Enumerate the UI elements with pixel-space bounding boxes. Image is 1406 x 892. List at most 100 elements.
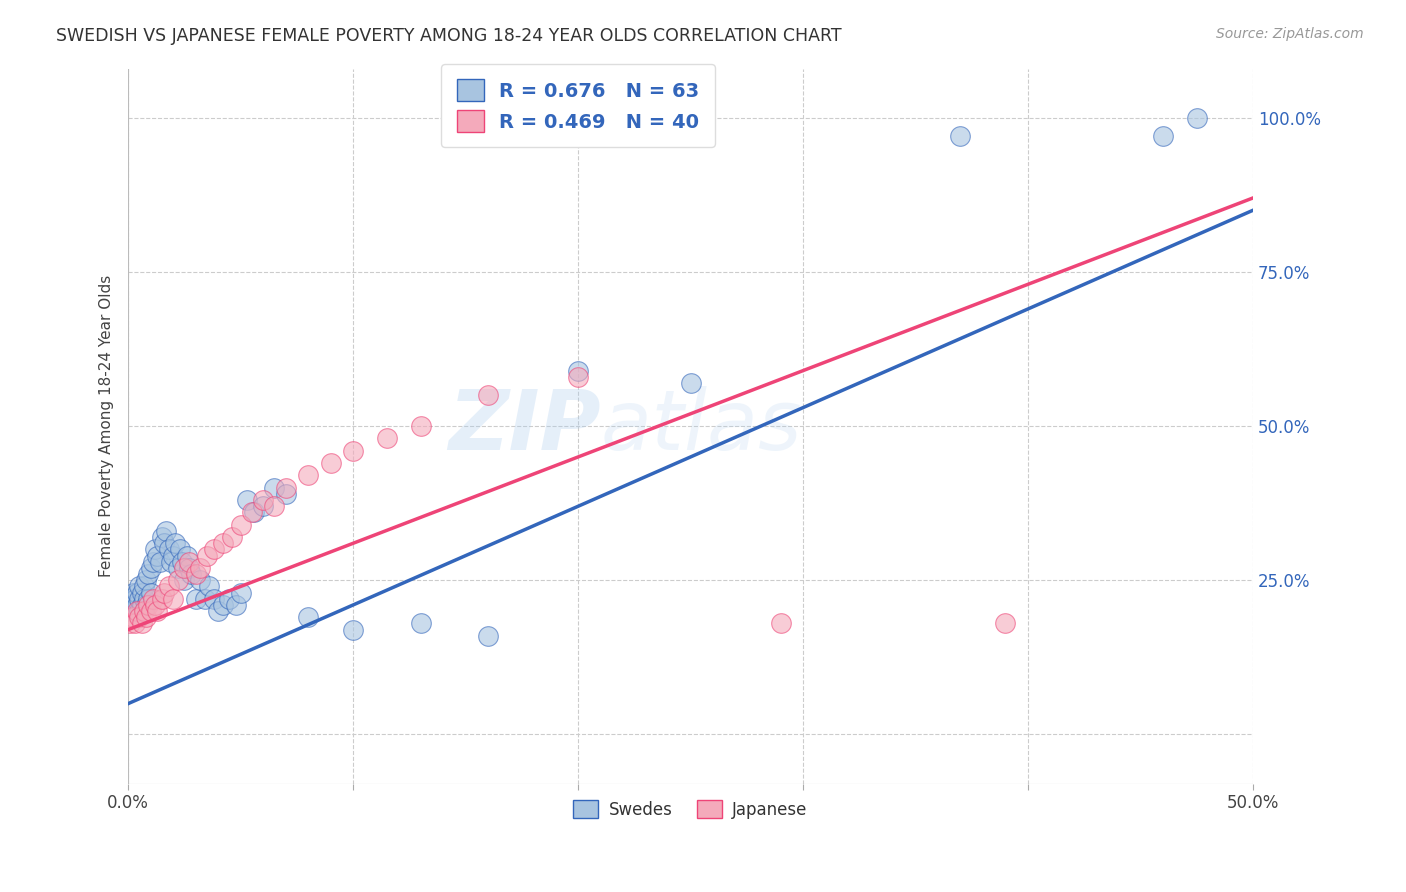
Point [127,604,149,618]
Point [146,604,169,618]
Point [240,505,263,519]
Point [243,505,266,519]
Text: ZIP: ZIP [449,385,600,467]
Point [994,616,1017,631]
Point [132,604,155,618]
Point [375,432,398,446]
Point [274,487,297,501]
Point [166,561,188,575]
Point [198,579,221,593]
Point [567,369,589,384]
Text: Source: ZipAtlas.com: Source: ZipAtlas.com [1216,27,1364,41]
Point [207,604,229,618]
Point [149,555,172,569]
Point [162,549,184,563]
Point [769,616,792,631]
Point [128,591,150,606]
Point [252,500,274,514]
Point [180,567,202,582]
Point [128,610,150,624]
Point [477,388,499,402]
Point [120,604,142,618]
Y-axis label: Female Poverty Among 18-24 Year Olds: Female Poverty Among 18-24 Year Olds [100,275,114,577]
Point [128,604,150,618]
Point [127,598,149,612]
Point [131,598,153,612]
Point [128,579,150,593]
Point [166,574,188,588]
Point [188,574,211,588]
Point [172,555,194,569]
Point [297,468,319,483]
Point [211,536,233,550]
Point [169,542,191,557]
Point [124,591,146,606]
Point [139,604,162,618]
Point [132,579,155,593]
Point [160,555,183,569]
Point [949,129,972,144]
Point [477,629,499,643]
Point [138,591,160,606]
Point [221,530,243,544]
Point [127,585,149,599]
Point [1185,111,1208,125]
Point [177,555,200,569]
Point [142,591,165,606]
Text: SWEDISH VS JAPANESE FEMALE POVERTY AMONG 18-24 YEAR OLDS CORRELATION CHART: SWEDISH VS JAPANESE FEMALE POVERTY AMONG… [56,27,842,45]
Point [319,456,342,470]
Point [139,585,162,599]
Point [150,530,173,544]
Point [135,610,157,624]
Text: atlas: atlas [600,385,803,467]
Point [120,616,142,631]
Point [153,536,176,550]
Point [195,549,218,563]
Point [342,623,364,637]
Point [157,579,180,593]
Point [143,598,166,612]
Point [225,598,247,612]
Point [679,376,702,390]
Point [567,364,589,378]
Point [409,419,432,434]
Point [143,542,166,557]
Point [124,604,146,618]
Point [229,517,252,532]
Point [155,524,177,538]
Point [177,561,200,575]
Point [132,591,155,606]
Point [157,542,180,557]
Point [173,561,195,575]
Point [120,591,142,606]
Point [176,549,198,563]
Point [1152,129,1174,144]
Point [202,542,225,557]
Point [142,555,165,569]
Point [409,616,432,631]
Point [150,591,173,606]
Point [263,481,285,495]
Point [131,585,153,599]
Point [263,500,285,514]
Point [236,493,259,508]
Point [184,591,207,606]
Point [342,443,364,458]
Point [194,591,217,606]
Point [274,481,297,495]
Point [202,591,225,606]
Point [153,585,176,599]
Point [165,536,187,550]
Point [218,591,240,606]
Point [124,616,146,631]
Point [297,610,319,624]
Point [184,567,207,582]
Point [139,561,162,575]
Point [135,574,157,588]
Point [131,616,153,631]
Point [162,591,184,606]
Legend: Swedes, Japanese: Swedes, Japanese [567,794,814,825]
Point [146,549,169,563]
Point [173,574,195,588]
Point [138,598,160,612]
